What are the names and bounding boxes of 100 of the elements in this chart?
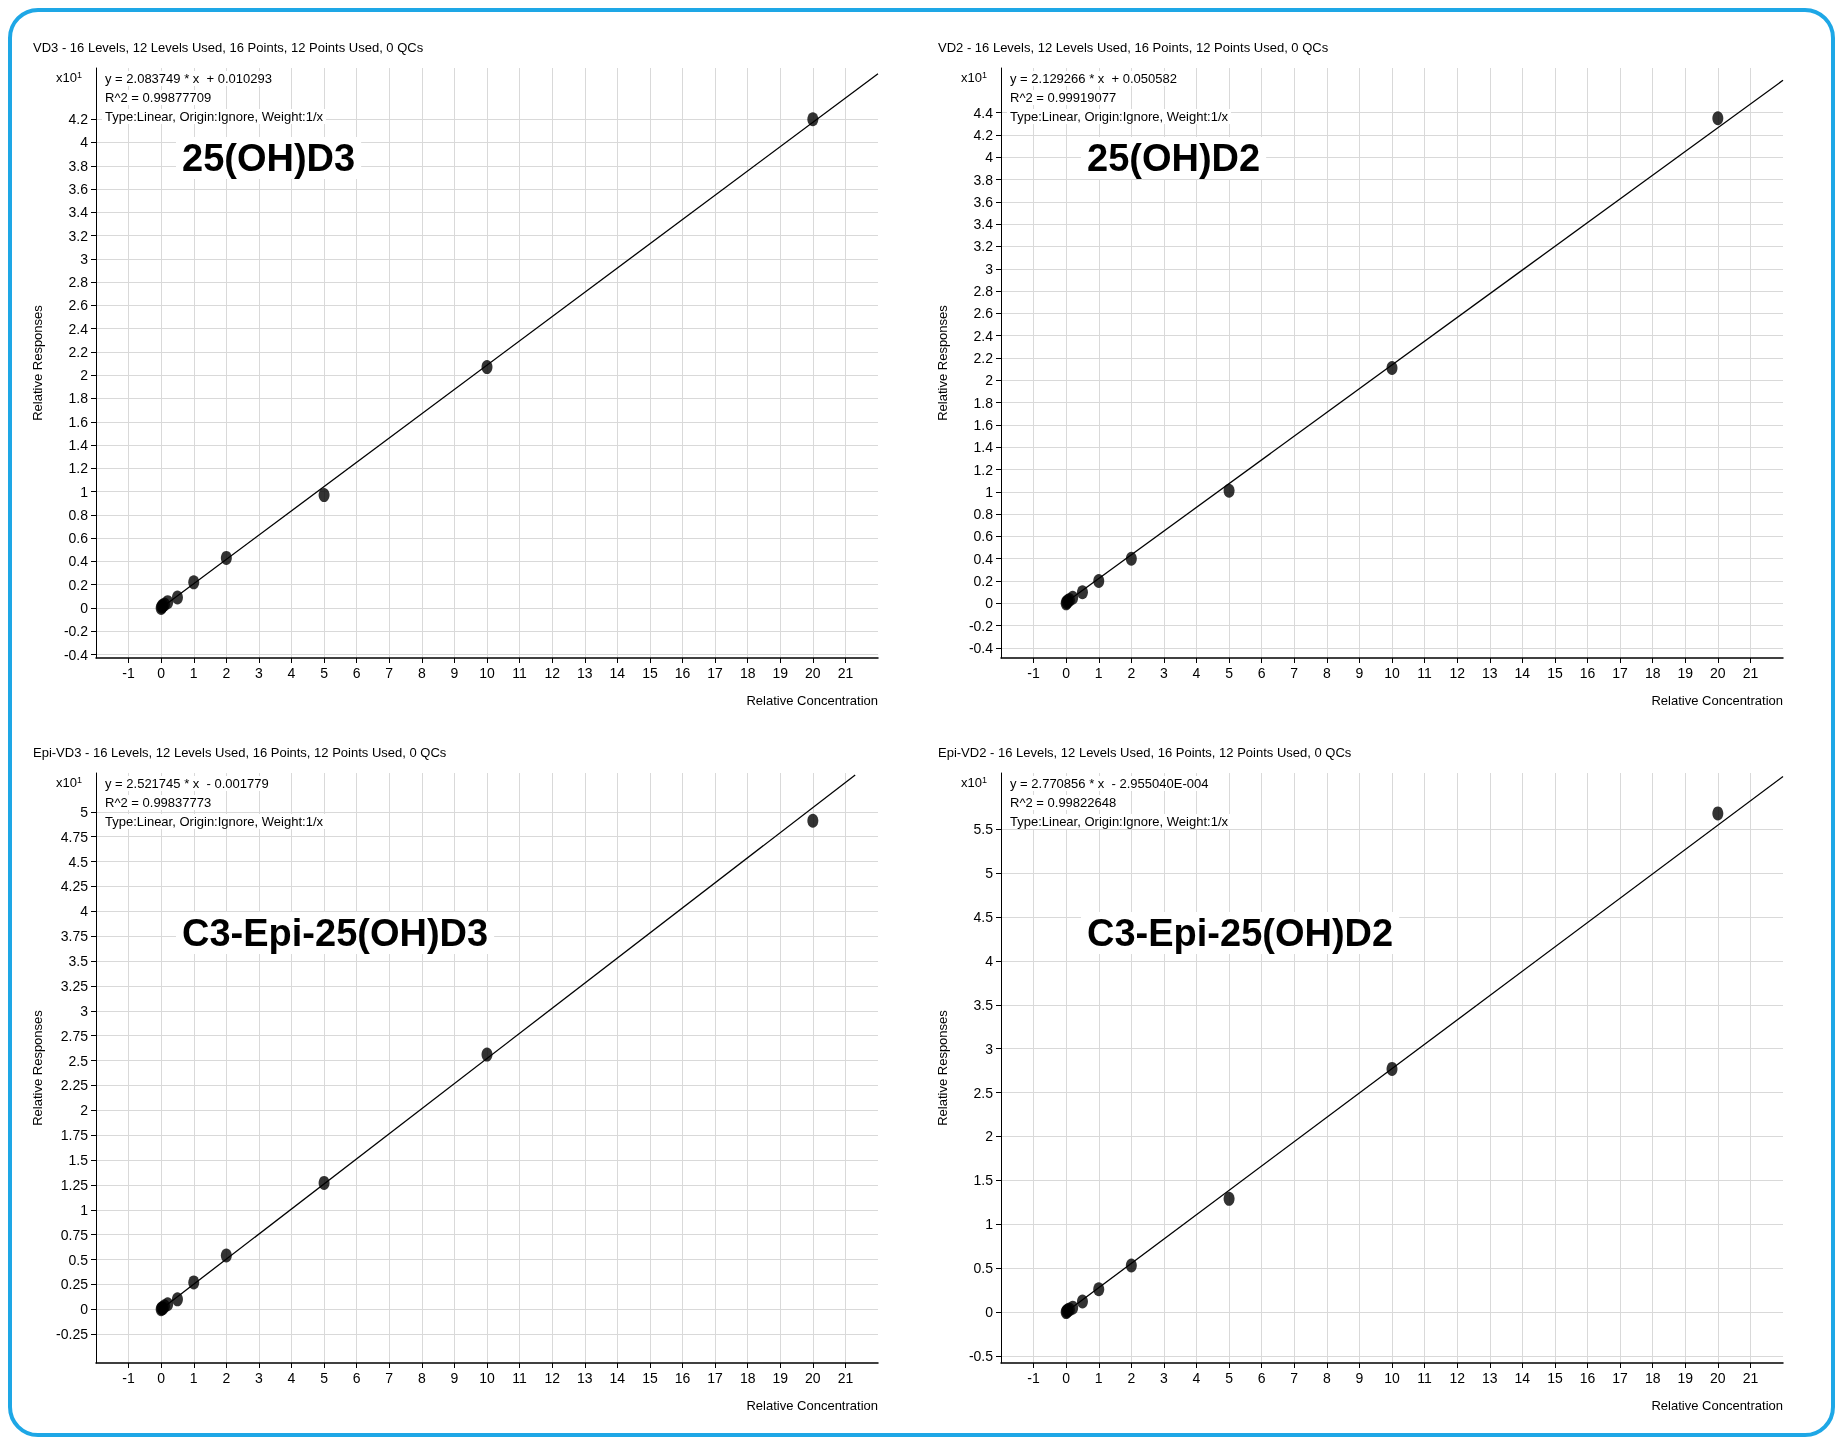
y-tick-label: 0.75 xyxy=(60,1226,89,1243)
x-tick-label: 6 xyxy=(1257,665,1266,681)
x-tick-label: 16 xyxy=(674,1370,691,1386)
y-tick-label: 1.25 xyxy=(60,1176,89,1193)
x-tick-label: 3 xyxy=(1160,1370,1169,1386)
y-tick-label: 1 xyxy=(985,483,994,500)
y-tick-label: 2.8 xyxy=(973,283,994,300)
y-tick-label: 4.5 xyxy=(68,853,89,870)
annotation: C3-Epi-25(OH)D2 xyxy=(1087,912,1394,954)
annotation: Type:Linear, Origin:Ignore, Weight:1/x xyxy=(1010,109,1229,124)
x-tick-label: 21 xyxy=(1742,1370,1759,1386)
x-tick-label: 3 xyxy=(255,665,264,681)
y-tick-label: 3 xyxy=(985,1040,994,1057)
y-tick-label: 5 xyxy=(80,803,89,820)
y-axis-title: Relative Responses xyxy=(30,1009,45,1126)
annotation: y = 2.083749 * x + 0.010293 xyxy=(105,71,272,86)
x-tick-label: 17 xyxy=(707,1370,724,1386)
annotation: C3-Epi-25(OH)D3 xyxy=(182,912,489,954)
x-tick-label: -1 xyxy=(1027,1370,1041,1386)
x-tick-label: 15 xyxy=(1547,665,1563,681)
chart-title: Epi-VD3 - 16 Levels, 12 Levels Used, 16 Points, 12 Points Used, 0 QCs xyxy=(33,745,447,760)
y-tick-label: 0.5 xyxy=(973,1260,994,1277)
y-tick-label: 4 xyxy=(985,149,994,166)
y-tick-label: 3.4 xyxy=(973,216,994,233)
x-tick-label: 2 xyxy=(222,1370,231,1386)
y-tick-label: 0.5 xyxy=(68,1251,89,1268)
y-tick-label: 2.4 xyxy=(973,327,994,344)
x-tick-label: 13 xyxy=(576,665,593,681)
y-tick-label: -0.5 xyxy=(968,1347,994,1364)
y-tick-label: 3 xyxy=(985,260,994,277)
y-axis-title: Relative Responses xyxy=(30,304,45,421)
y-tick-label: 1.8 xyxy=(973,394,994,411)
x-tick-label: 20 xyxy=(805,665,821,681)
x-tick-label: 5 xyxy=(1225,665,1234,681)
y-tick-label: 2 xyxy=(985,372,994,389)
y-tick-label: 4.2 xyxy=(68,111,89,128)
x-tick-label: 21 xyxy=(837,1370,854,1386)
x-tick-label: 10 xyxy=(479,665,495,681)
annotation: Type:Linear, Origin:Ignore, Weight:1/x xyxy=(105,814,324,829)
y-tick-label: 0 xyxy=(80,1301,89,1318)
chart-title: VD3 - 16 Levels, 12 Levels Used, 16 Points, 12 Points Used, 0 QCs xyxy=(33,40,424,55)
annotation: 25(OH)D2 xyxy=(1087,137,1261,179)
y-tick-label: 4.2 xyxy=(973,126,994,143)
y-tick-label: 0.6 xyxy=(68,530,89,547)
x-axis-title: Relative Concentration xyxy=(746,1398,878,1413)
x-tick-label: 11 xyxy=(512,1370,528,1386)
x-tick-label: 2 xyxy=(1127,1370,1136,1386)
x-tick-label: 12 xyxy=(1449,1370,1466,1386)
y-tick-label: 1.5 xyxy=(973,1172,994,1189)
x-tick-label: 0 xyxy=(157,1370,166,1386)
x-tick-label: 15 xyxy=(1547,1370,1563,1386)
y-tick-label: 2.2 xyxy=(973,349,994,366)
x-tick-label: 1 xyxy=(189,1370,198,1386)
y-tick-label: 1 xyxy=(80,1201,89,1218)
y-tick-label: 0.8 xyxy=(68,506,89,523)
y-tick-label: 3.75 xyxy=(60,928,89,945)
y-tick-label: 3.6 xyxy=(973,193,994,210)
x-tick-label: 5 xyxy=(1225,1370,1234,1386)
x-tick-label: 14 xyxy=(1514,665,1531,681)
x-tick-label: 6 xyxy=(352,665,361,681)
x-tick-label: 9 xyxy=(450,1370,459,1386)
x-tick-label: 19 xyxy=(1677,1370,1694,1386)
y-tick-label: 5.5 xyxy=(973,821,994,838)
y-tick-label: 2.25 xyxy=(60,1077,89,1094)
annotation: R^2 = 0.99919077 xyxy=(1010,90,1117,105)
y-tick-label: 3.2 xyxy=(973,238,994,255)
x-tick-label: 1 xyxy=(189,665,198,681)
x-tick-label: 16 xyxy=(674,665,691,681)
annotation: R^2 = 0.99877709 xyxy=(105,90,212,105)
x-tick-label: 16 xyxy=(1579,1370,1596,1386)
x-tick-label: 13 xyxy=(1481,665,1498,681)
chart-title: VD2 - 16 Levels, 12 Levels Used, 16 Points, 12 Points Used, 0 QCs xyxy=(938,40,1329,55)
y-tick-label: 1 xyxy=(80,483,89,500)
x-tick-label: 18 xyxy=(1644,1370,1661,1386)
x-tick-label: 4 xyxy=(1192,1370,1201,1386)
x-tick-label: 4 xyxy=(287,665,296,681)
x-tick-label: 8 xyxy=(417,1370,426,1386)
y-tick-label: 2 xyxy=(80,1102,89,1119)
y-tick-label: 0 xyxy=(80,599,89,616)
y-tick-label: 3 xyxy=(80,1002,89,1019)
y-tick-label: 4.5 xyxy=(973,908,994,925)
y-tick-label: 0.2 xyxy=(68,576,89,593)
y-tick-label: 3.5 xyxy=(68,953,89,970)
x-tick-label: 3 xyxy=(255,1370,264,1386)
x-tick-label: -1 xyxy=(122,665,136,681)
x-tick-label: 19 xyxy=(1677,665,1694,681)
annotation: y = 2.770856 * x - 2.955040E-004 xyxy=(1010,776,1209,791)
y-axis-title: Relative Responses xyxy=(935,1009,950,1126)
x-tick-label: 19 xyxy=(772,665,789,681)
x-tick-label: -1 xyxy=(122,1370,136,1386)
y-tick-label: 0.2 xyxy=(973,573,994,590)
y-tick-label: 2.6 xyxy=(973,305,994,322)
y-tick-label: 0.25 xyxy=(60,1276,89,1293)
y-tick-label: 5 xyxy=(985,865,994,882)
annotation: y = 2.129266 * x + 0.050582 xyxy=(1010,71,1177,86)
x-tick-label: 1 xyxy=(1094,665,1103,681)
y-tick-label: -0.2 xyxy=(968,617,994,634)
x-tick-label: 7 xyxy=(385,665,394,681)
x-tick-label: 2 xyxy=(222,665,231,681)
x-tick-label: 9 xyxy=(1355,1370,1364,1386)
